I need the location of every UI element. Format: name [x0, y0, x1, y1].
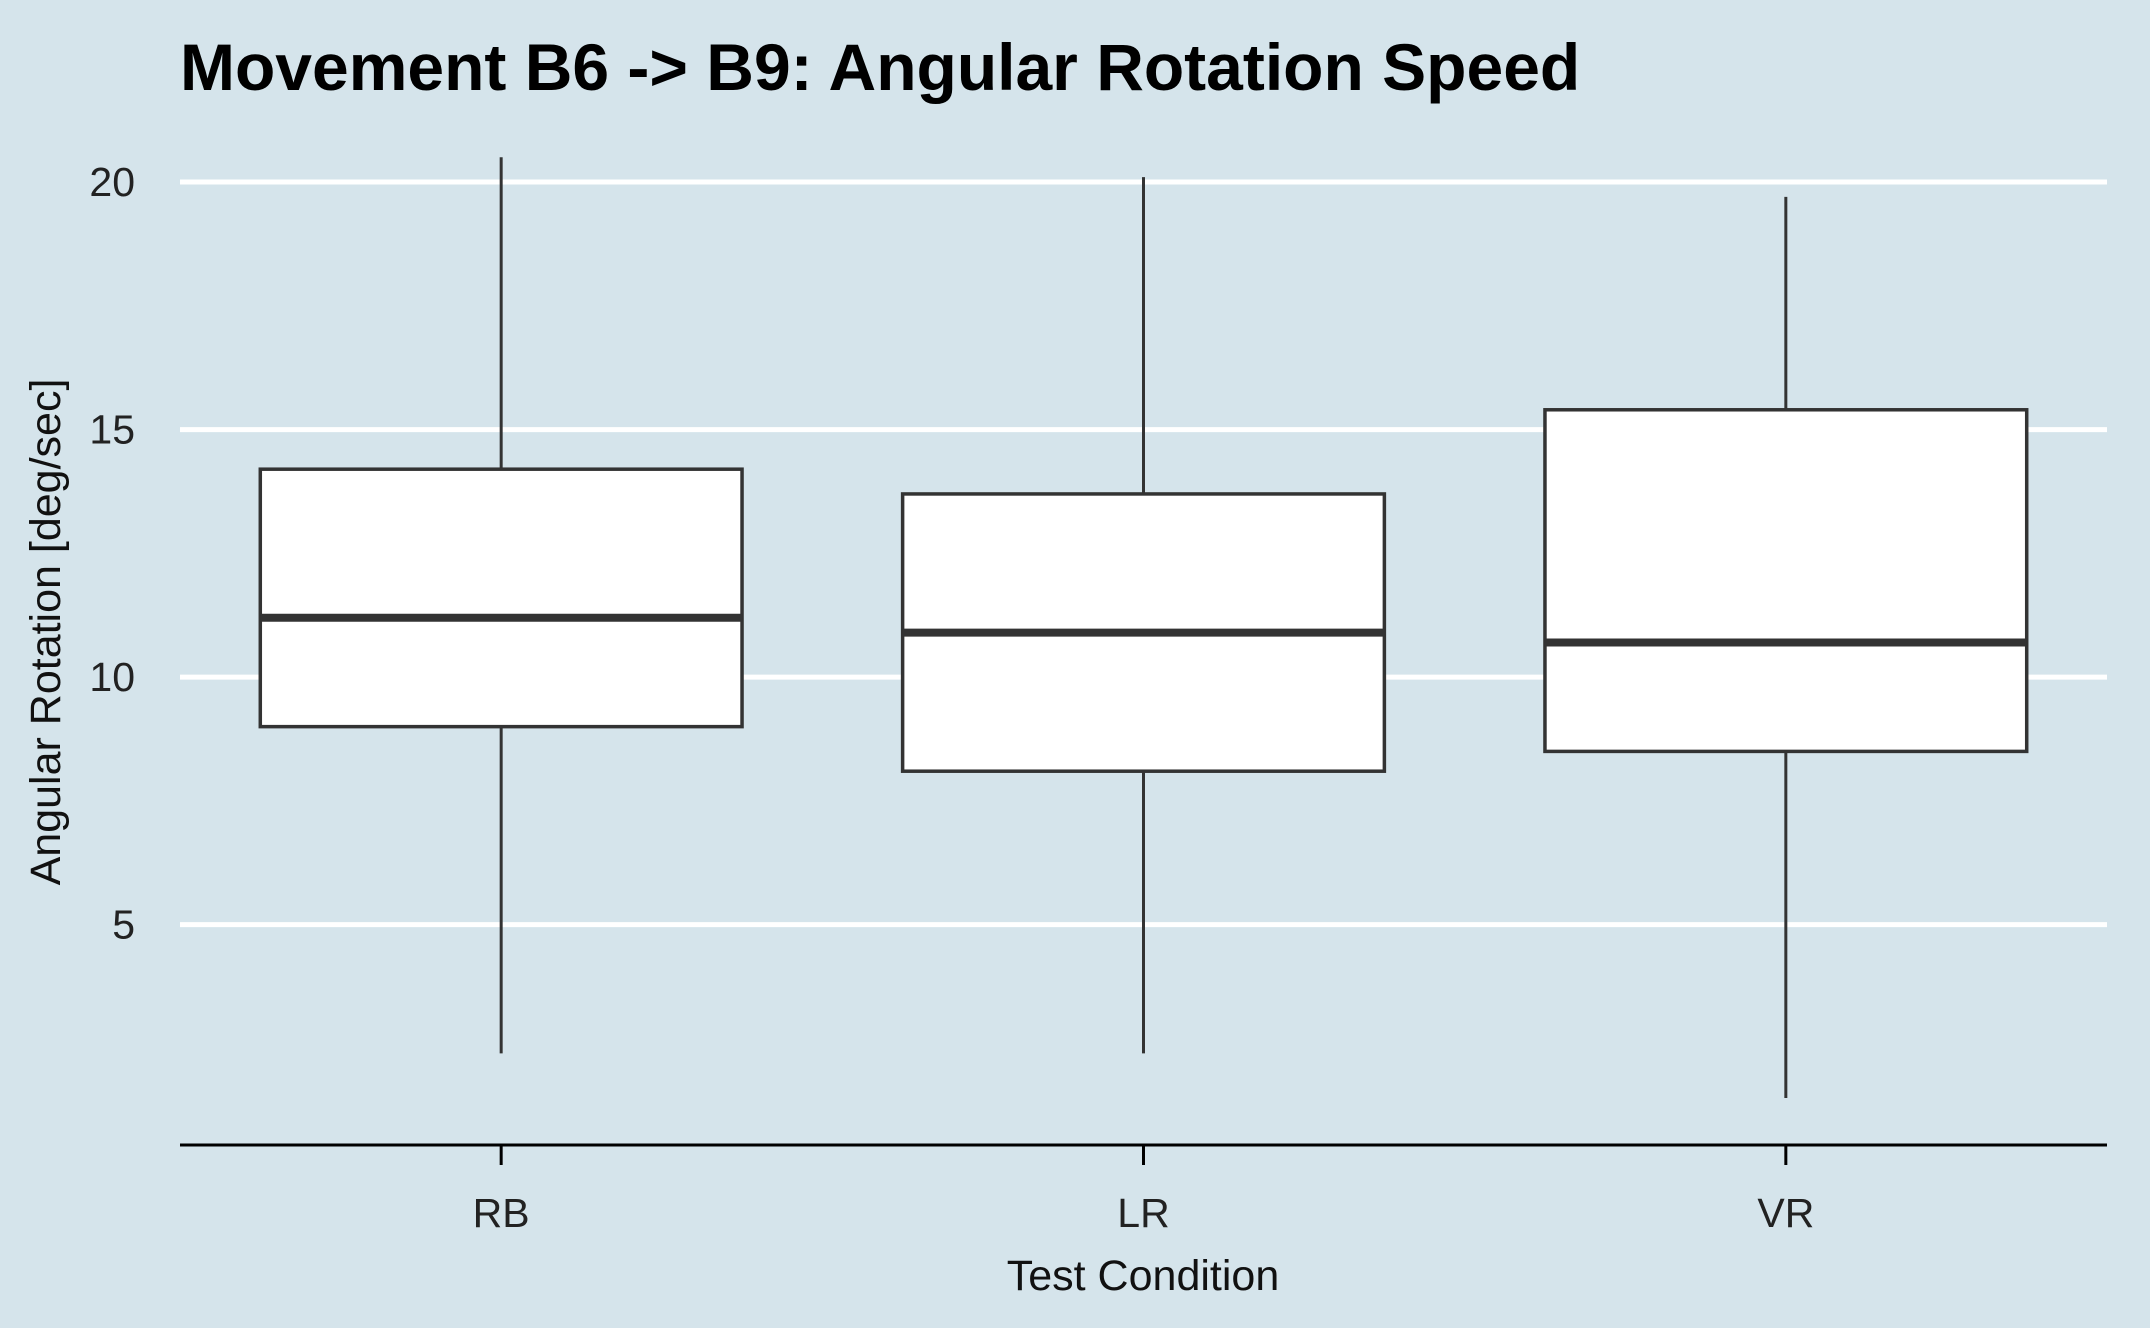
x-tick-label: RB	[473, 1190, 530, 1236]
box-LR	[900, 177, 1387, 1054]
box-iqr	[258, 467, 744, 729]
x-ticks: RB LR VR	[473, 1145, 1814, 1236]
x-tick-label: LR	[1117, 1190, 1169, 1236]
x-axis-title: Test Condition	[1007, 1252, 1280, 1300]
y-axis-title: Angular Rotation [deg/sec]	[22, 379, 70, 886]
y-tick-label: 10	[89, 654, 135, 700]
y-tick-label: 15	[89, 407, 135, 453]
x-tick-label: VR	[1757, 1190, 1814, 1236]
box-iqr	[1543, 408, 2029, 754]
box-RB	[258, 157, 744, 1054]
box-VR	[1543, 196, 2029, 1098]
chart-title: Movement B6 -> B9: Angular Rotation Spee…	[180, 30, 1580, 104]
y-tick-labels: 5 10 15 20	[89, 159, 135, 948]
y-tick-label: 20	[89, 159, 135, 205]
y-tick-label: 5	[112, 902, 135, 948]
box-series	[258, 157, 2029, 1098]
